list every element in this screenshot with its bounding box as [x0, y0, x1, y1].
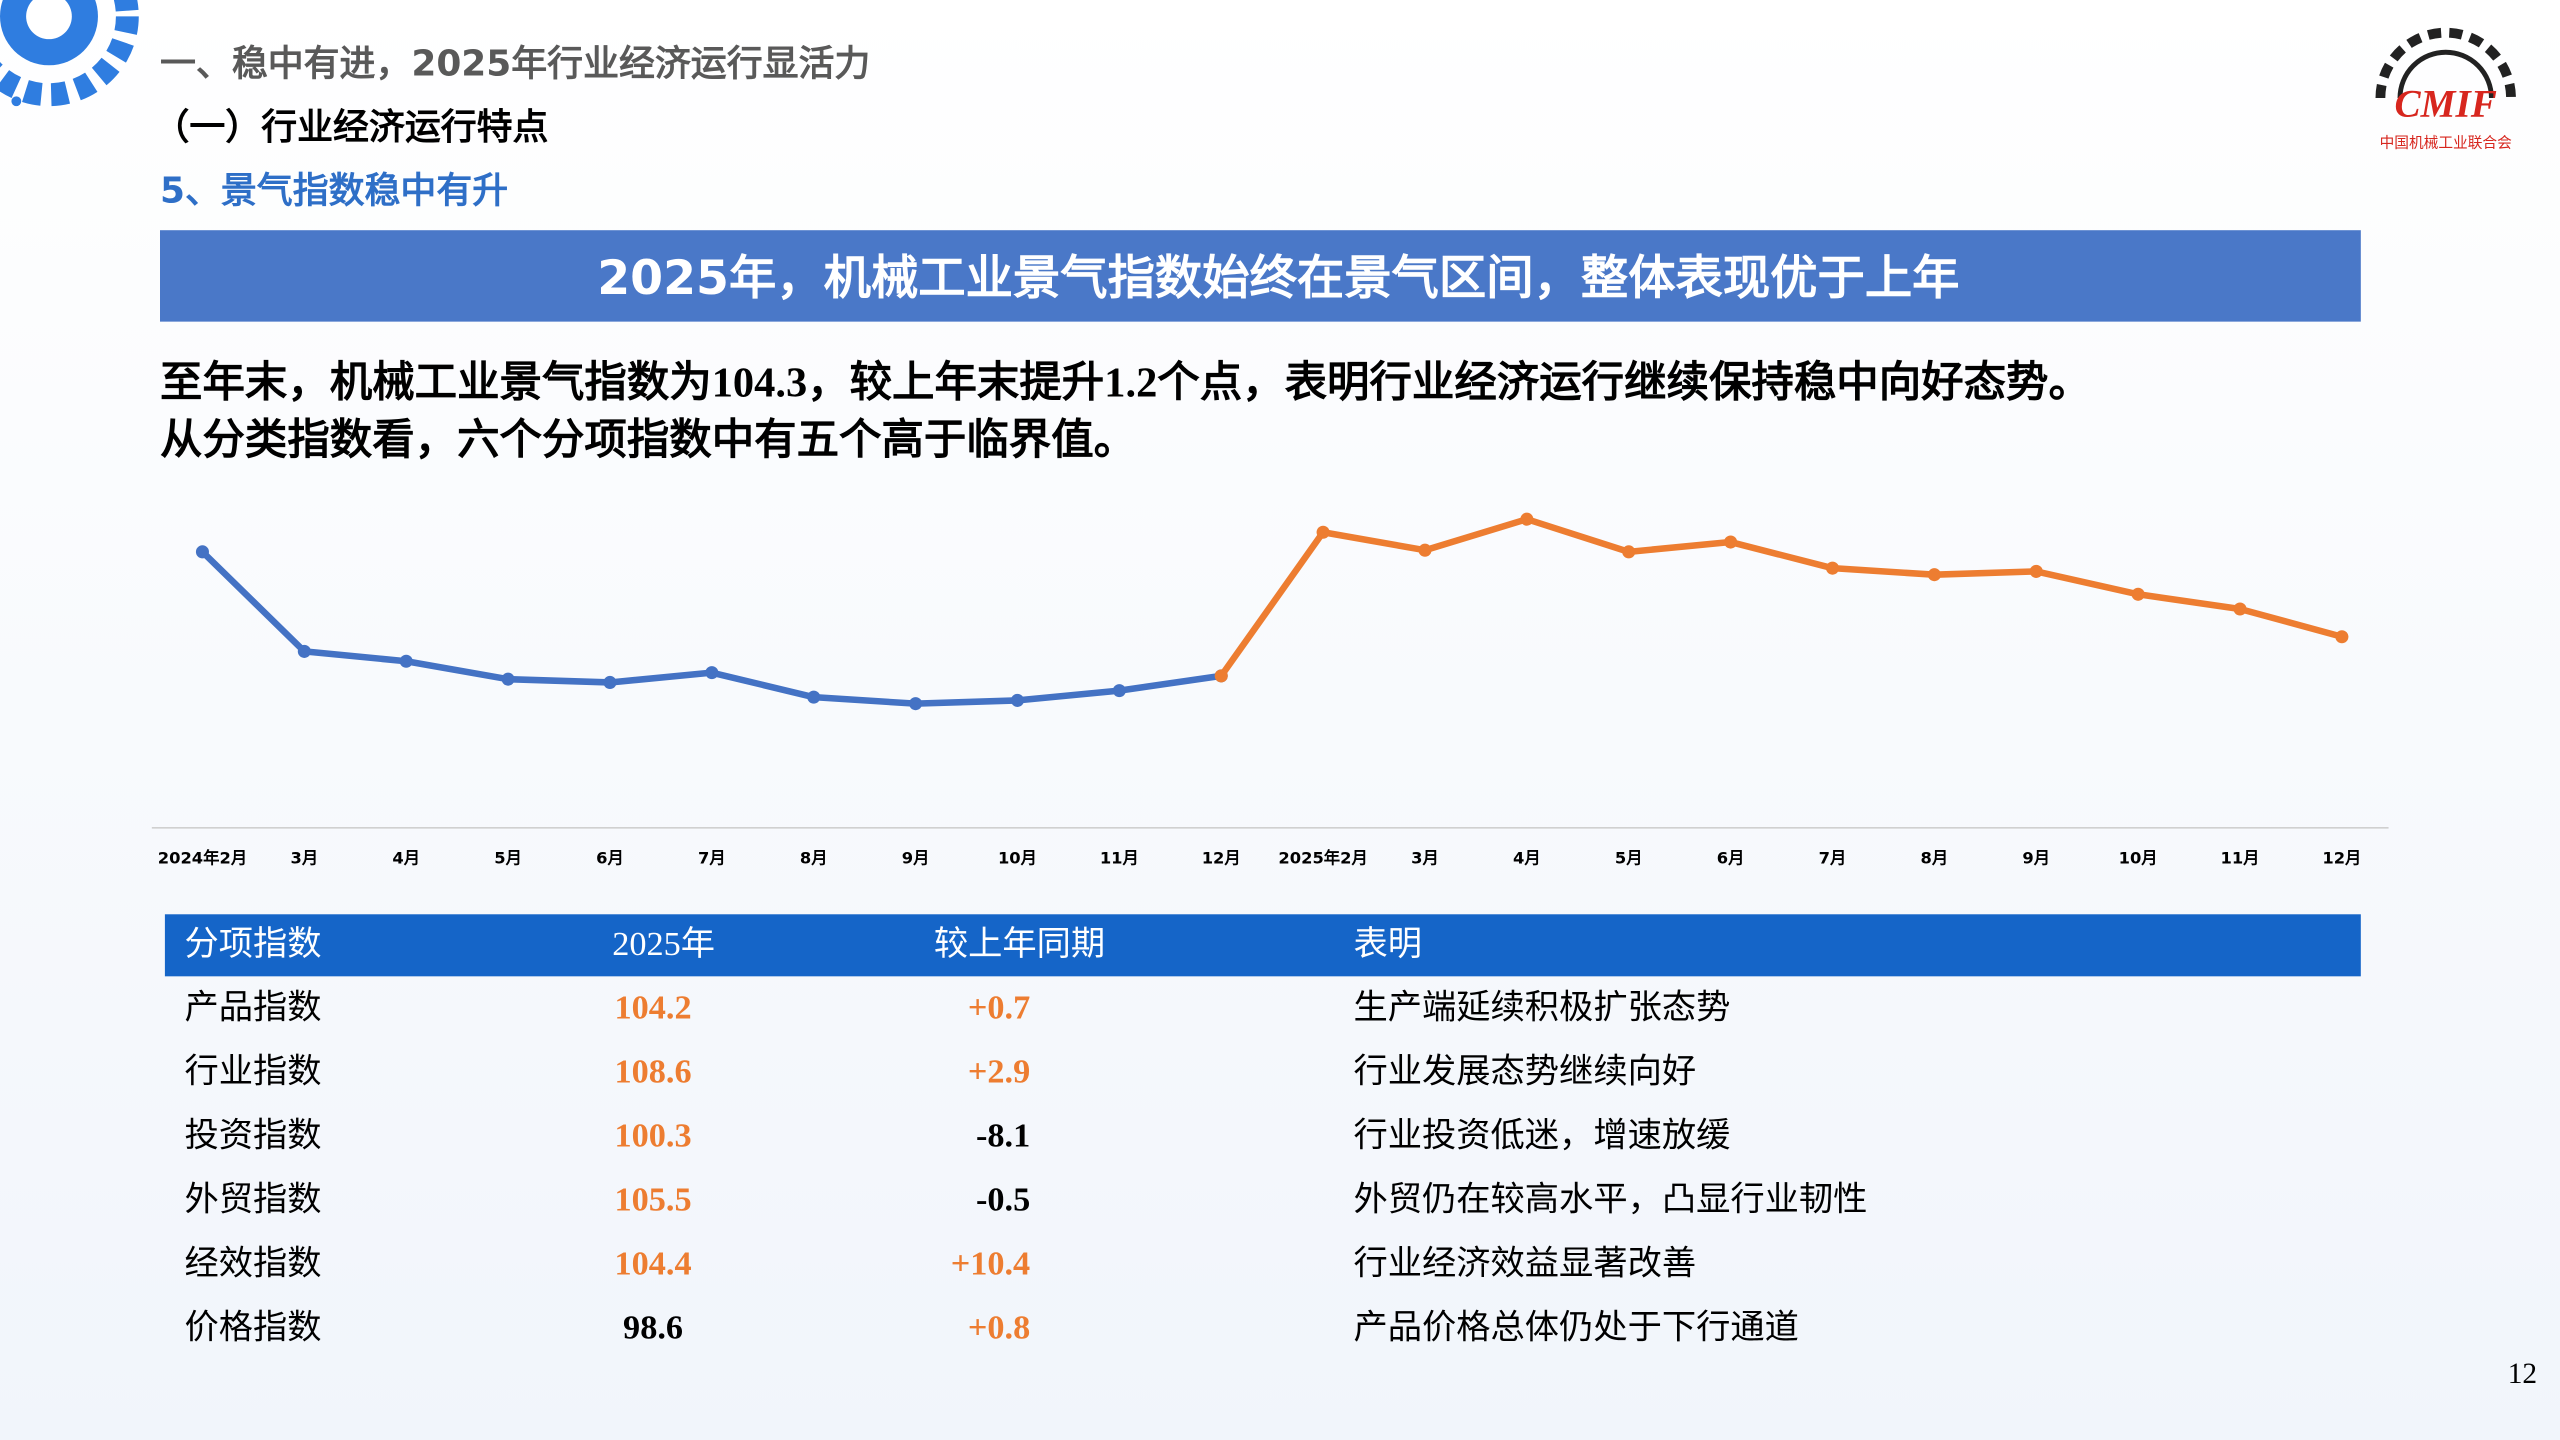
data-point — [1112, 684, 1126, 698]
table-cell: 产品价格总体仍处于下行通道 — [1353, 1308, 1798, 1346]
topic-title: 5、景气指数稳中有升 — [160, 171, 508, 212]
table-cell: 经效指数 — [184, 1244, 321, 1282]
data-point — [1316, 525, 1330, 539]
table-cell: +0.7 — [968, 988, 1030, 1026]
line-chart: 2024年2月 3月 4月 5月 6月 7月 8月 9月 10月 11月 12月 2025年2月 3月 4… — [158, 512, 2361, 867]
data-point — [2335, 630, 2349, 644]
data-point — [1520, 512, 1534, 526]
table-cell: +10.4 — [951, 1244, 1030, 1282]
data-point — [297, 644, 311, 658]
x-tick-label: 3月 — [1411, 848, 1439, 867]
data-point — [399, 654, 413, 668]
data-point — [1825, 561, 1840, 575]
x-tick-label: 6月 — [1717, 848, 1745, 867]
data-point — [1418, 543, 1432, 557]
x-tick-label: 5月 — [494, 848, 522, 867]
data-point — [1927, 568, 1941, 582]
x-tick-label: 8月 — [1921, 848, 1949, 867]
data-point — [603, 675, 617, 689]
subsection-title: （一）行业经济运行特点 — [153, 107, 548, 148]
x-tick-label: 7月 — [1819, 848, 1847, 867]
data-point — [1622, 545, 1636, 559]
table-cell: 100.3 — [615, 1116, 692, 1154]
data-point — [807, 690, 821, 704]
banner-text: 2025年，机械工业景气指数始终在景气区间，整体表现优于上年 — [597, 251, 1959, 306]
data-point — [705, 666, 719, 680]
x-tick-label: 12月 — [2322, 848, 2361, 867]
x-tick-label: 8月 — [800, 848, 828, 867]
table-cell: 行业投资低迷，增速放缓 — [1353, 1116, 1730, 1154]
table-header-cell: 较上年同期 — [934, 925, 1105, 963]
data-point — [2131, 587, 2145, 601]
table-header-cell: 表明 — [1353, 925, 1422, 963]
section-title: 一、稳中有进，2025年行业经济运行显活力 — [160, 43, 870, 84]
table-cell: -0.5 — [976, 1180, 1030, 1218]
logo: CMIF 中国机械工业联合会 — [2375, 27, 2516, 152]
table-cell: 外贸仍在较高水平，凸显行业韧性 — [1353, 1180, 1867, 1218]
table-cell: 行业发展态势继续向好 — [1353, 1052, 1696, 1090]
table-cell: -8.1 — [976, 1116, 1030, 1154]
table-cell: 104.2 — [615, 988, 692, 1026]
table-cell: 105.5 — [615, 1180, 692, 1218]
x-tick-label: 9月 — [902, 848, 930, 867]
x-tick-label: 10月 — [2119, 848, 2158, 867]
x-tick-label: 11月 — [2220, 848, 2259, 867]
data-point — [1724, 535, 1738, 549]
banner — [160, 230, 2361, 322]
table-cell: 104.4 — [615, 1244, 692, 1282]
x-tick-label: 6月 — [596, 848, 624, 867]
data-point — [501, 672, 515, 686]
x-tick-label: 4月 — [392, 848, 420, 867]
x-tick-label: 4月 — [1513, 848, 1541, 867]
table-cell: 108.6 — [615, 1052, 692, 1090]
x-tick-label: 12月 — [1202, 848, 1241, 867]
logo-text: CMIF — [2395, 83, 2497, 126]
logo-caption: 中国机械工业联合会 — [2380, 135, 2513, 152]
x-tick-label: 3月 — [290, 848, 318, 867]
data-point — [1010, 693, 1024, 707]
x-tick-label: 2024年2月 — [158, 848, 247, 867]
data-point — [195, 545, 209, 559]
table-header-bar — [164, 914, 2361, 977]
x-tick-label: 2025年2月 — [1278, 848, 1367, 867]
data-point — [2233, 602, 2247, 616]
table-cell: +2.9 — [968, 1052, 1030, 1090]
data-point — [1214, 669, 1228, 683]
x-tick-label: 9月 — [2022, 848, 2050, 867]
paragraph-line: 从分类指数看，六个分项指数中有五个高于临界值。 — [160, 417, 1136, 464]
table-cell: 价格指数 — [184, 1308, 321, 1346]
page-number: 12 — [2508, 1358, 2537, 1390]
gear-decoration — [0, 0, 139, 107]
table-header-cell: 2025年 — [612, 925, 715, 963]
data-point — [909, 697, 923, 711]
data-point — [2029, 564, 2043, 578]
table-cell: 外贸指数 — [184, 1180, 321, 1218]
table-cell: 行业指数 — [184, 1052, 321, 1090]
paragraph-line: 至年末，机械工业景气指数为104.3，较上年末提升1.2个点，表明行业经济运行继… — [160, 360, 2091, 407]
table-cell: 投资指数 — [184, 1116, 321, 1154]
x-tick-label: 11月 — [1100, 848, 1139, 867]
table-header-cell: 分项指数 — [184, 925, 321, 963]
table-cell: 行业经济效益显著改善 — [1353, 1244, 1696, 1282]
table-cell: 产品指数 — [184, 988, 321, 1026]
table-cell: +0.8 — [968, 1308, 1030, 1346]
x-tick-label: 7月 — [698, 848, 726, 867]
x-tick-label: 5月 — [1615, 848, 1643, 867]
series-line — [1218, 515, 2343, 678]
table-cell: 98.6 — [623, 1308, 683, 1346]
x-tick-label: 10月 — [998, 848, 1037, 867]
table-cell: 生产端延续积极扩张态势 — [1353, 988, 1730, 1026]
